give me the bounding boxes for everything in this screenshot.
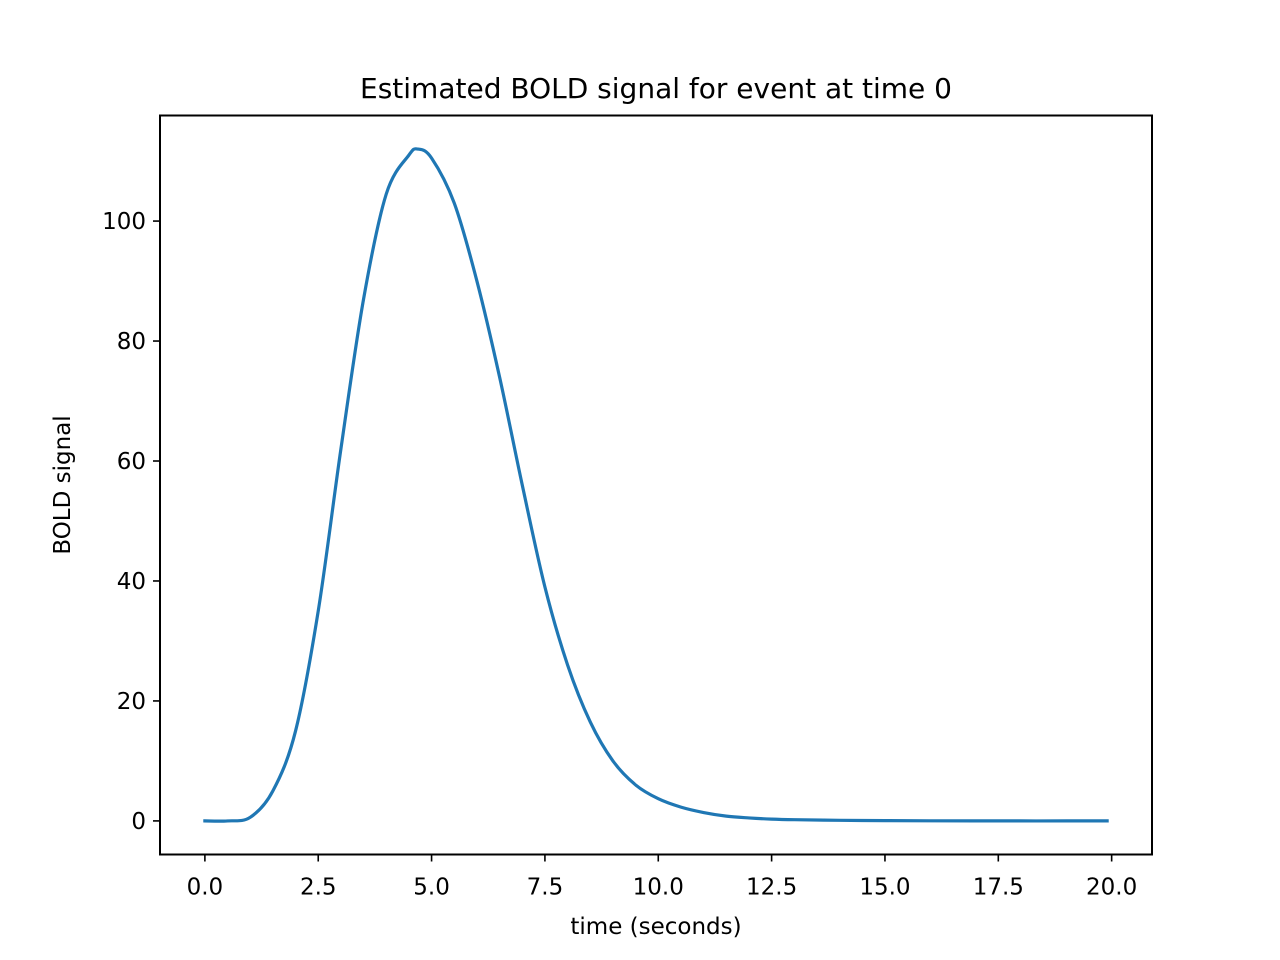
x-axis-label: time (seconds) bbox=[570, 914, 741, 940]
y-tick-label: 0 bbox=[131, 809, 146, 835]
x-tick-label: 2.5 bbox=[300, 875, 337, 901]
x-tick-label: 7.5 bbox=[527, 875, 564, 901]
chart-title: Estimated BOLD signal for event at time … bbox=[360, 72, 952, 105]
x-tick-label: 10.0 bbox=[633, 875, 684, 901]
x-tick-label: 15.0 bbox=[859, 875, 910, 901]
tick-layer: 0.0 2.5 5.0 7.5 10.0 12.5 15.0 17.5 20.0 0 20 40 60 8… bbox=[102, 209, 1137, 900]
x-tick-label: 5.0 bbox=[413, 875, 450, 901]
y-tick-label: 20 bbox=[117, 689, 146, 715]
axes-frame bbox=[159, 114, 1153, 856]
y-axis-label: BOLD signal bbox=[50, 415, 76, 554]
plot-layer bbox=[203, 147, 1109, 823]
x-tick-label: 17.5 bbox=[973, 875, 1024, 901]
y-tick-label: 100 bbox=[102, 209, 146, 235]
y-tick-label: 60 bbox=[117, 449, 146, 475]
x-tick-label: 12.5 bbox=[746, 875, 797, 901]
y-tick-label: 80 bbox=[117, 329, 146, 355]
series-line-0 bbox=[203, 147, 1109, 823]
x-tick-label: 20.0 bbox=[1086, 875, 1137, 901]
y-tick-label: 40 bbox=[117, 569, 146, 595]
x-tick-label: 0.0 bbox=[187, 875, 224, 901]
